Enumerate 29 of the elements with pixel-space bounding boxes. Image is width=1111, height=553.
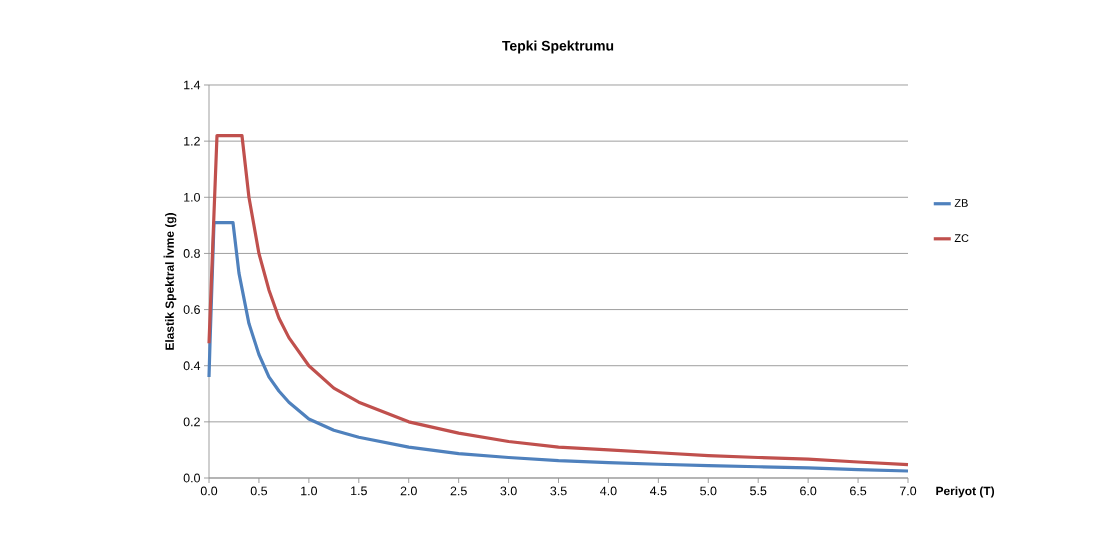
y-tick-label: 0.8 — [183, 249, 200, 258]
x-tick-label: 0.0 — [200, 486, 218, 496]
y-tick-label: 0.0 — [183, 473, 200, 483]
line-series — [207, 133, 910, 467]
x-tick-label: 6.5 — [850, 486, 867, 496]
x-tick-label: 5.0 — [700, 486, 717, 496]
y-tick-label: 1.0 — [184, 192, 200, 202]
x-tick-label: 1.5 — [351, 486, 367, 496]
x-axis-title: Periyot (T) — [936, 486, 995, 498]
legend-label: ZC — [954, 234, 969, 242]
x-tick-label: 4.5 — [649, 486, 667, 496]
x-tick-label: 2.5 — [450, 486, 467, 496]
x-tick-label: 0.5 — [250, 486, 268, 496]
chart-title: Tepki Spektrumu — [502, 40, 614, 54]
y-tick-label: 0.4 — [183, 361, 201, 371]
x-tick-label: 5.5 — [750, 486, 767, 496]
y-tick-label: 1.2 — [184, 136, 200, 146]
x-tick-label: 1.0 — [301, 486, 318, 496]
x-tick-label: 3.5 — [550, 486, 567, 496]
x-tick-label: 4.0 — [600, 486, 617, 496]
y-tick-label: 0.6 — [183, 305, 200, 314]
x-tick-label: 3.0 — [500, 486, 517, 496]
y-tick-label: 0.2 — [183, 417, 200, 427]
x-tick-label: 7.0 — [899, 486, 917, 496]
x-tick-label: 2.0 — [400, 486, 417, 496]
legend-label: ZB — [954, 199, 968, 207]
y-tick-label: 1.4 — [184, 80, 201, 90]
y-axis-title: Elastik Spektral İvme (g) — [163, 213, 177, 350]
x-tick-label: 6.0 — [800, 486, 817, 496]
